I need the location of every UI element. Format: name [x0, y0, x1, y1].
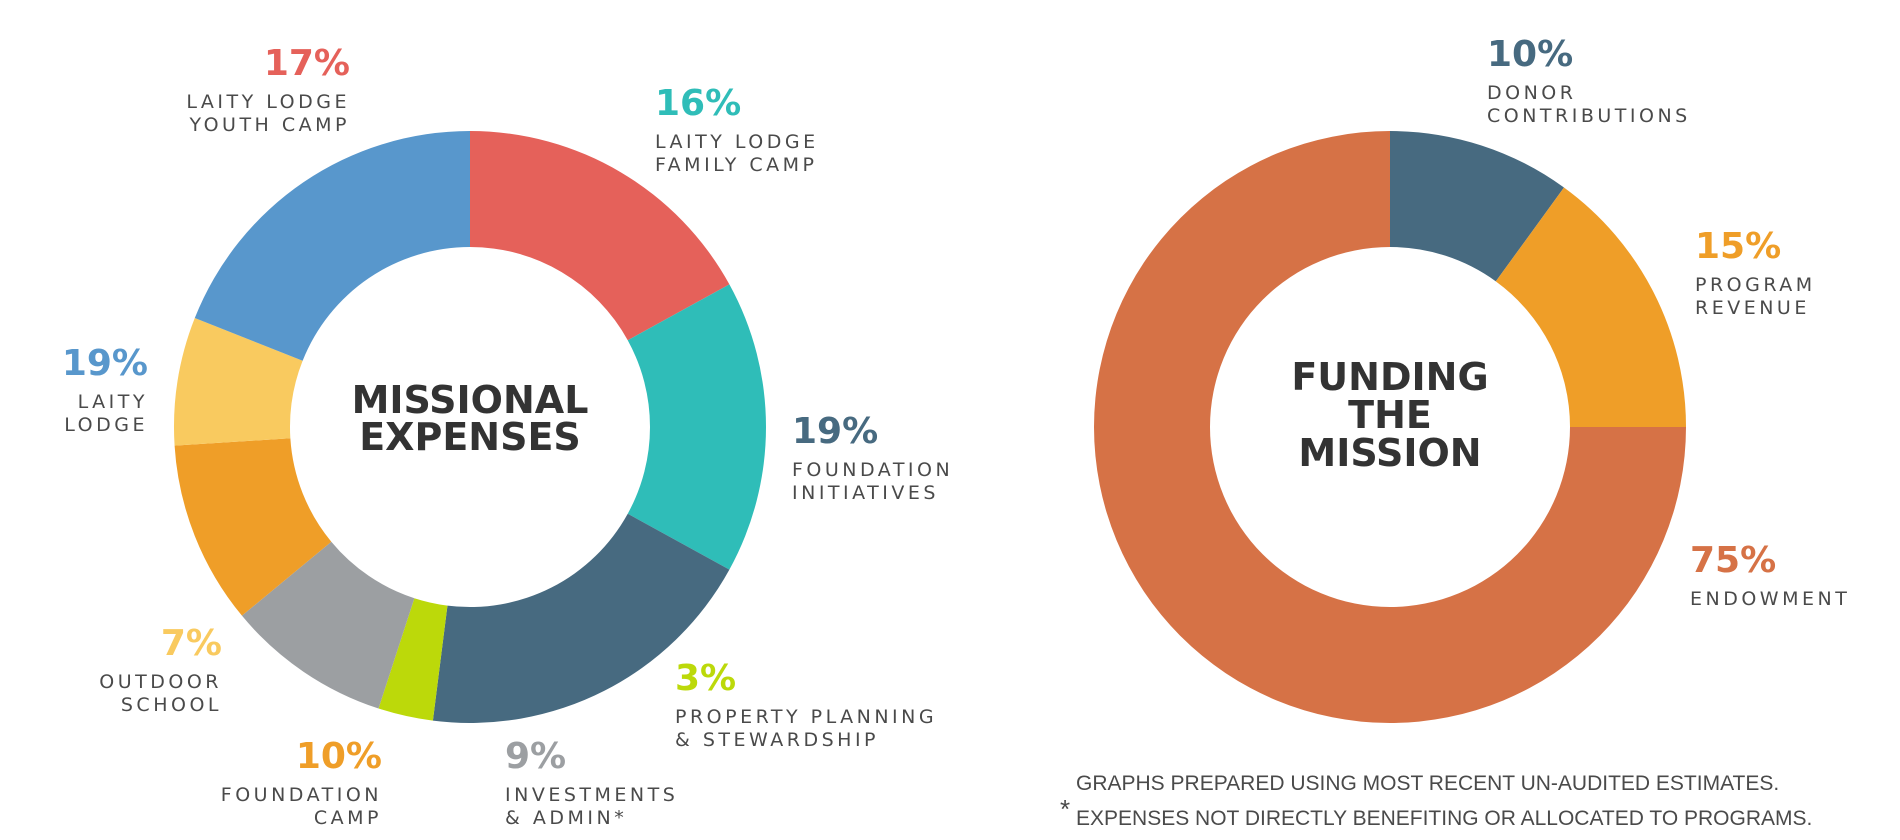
slice-foundation-initiatives	[432, 513, 730, 723]
slice-laity-lodge-family-camp	[627, 284, 766, 570]
slice-outdoor-school	[174, 318, 303, 446]
category-label-program-revenue: PROGRAM REVENUE	[1695, 274, 1816, 319]
footnotes: GRAPHS PREPARED USING MOST RECENT UN-AUD…	[1060, 772, 1812, 830]
missional-expenses-chart: 17% LAITY LODGE YOUTH CAMP 16% LAITY LODGE FA…	[62, 43, 953, 829]
pct-label-foundation-initiatives: 19%	[792, 411, 878, 452]
pct-label-donor-contributions: 10%	[1487, 34, 1573, 75]
slice-property-planning-stewardship	[378, 598, 448, 721]
slice-program-revenue	[1495, 187, 1686, 427]
pct-label-foundation-camp: 10%	[296, 736, 382, 777]
category-label-laity-lodge-youth-camp: LAITY LODGE YOUTH CAMP	[186, 91, 350, 136]
pct-label-laity-lodge: 19%	[62, 343, 148, 384]
category-label-laity-lodge: LAITY LODGE	[64, 391, 148, 436]
center-title: FUNDING THE MISSION	[1291, 355, 1488, 475]
pct-label-property-planning-stewardship: 3%	[675, 658, 736, 699]
funding-the-mission-chart: 10% DONOR CONTRIBUTIONS 15% PROGRAM REVENUE 75…	[1094, 34, 1850, 723]
footnote-line-1: GRAPHS PREPARED USING MOST RECENT UN-AUD…	[1076, 772, 1779, 795]
slice-foundation-camp	[174, 438, 332, 616]
category-label-foundation-camp: FOUNDATION CAMP	[221, 784, 382, 829]
category-label-foundation-initiatives: FOUNDATION INITIATIVES	[792, 459, 953, 504]
slice-endowment	[1094, 131, 1686, 723]
pct-label-investments-admin: 9%	[505, 736, 566, 777]
pct-label-endowment: 75%	[1690, 540, 1776, 581]
category-label-endowment: ENDOWMENT	[1690, 588, 1850, 610]
category-label-investments-admin: INVESTMENTS & ADMIN*	[505, 784, 678, 829]
category-label-property-planning-stewardship: PROPERTY PLANNING & STEWARDSHIP	[675, 706, 937, 751]
pct-label-laity-lodge-family-camp: 16%	[655, 83, 741, 124]
category-label-outdoor-school: OUTDOOR SCHOOL	[99, 671, 222, 716]
slice-laity-lodge	[194, 131, 470, 361]
pct-label-laity-lodge-youth-camp: 17%	[264, 43, 350, 84]
slice-donor-contributions	[1390, 131, 1564, 282]
slice-investments-admin	[241, 541, 415, 709]
category-label-laity-lodge-family-camp: LAITY LODGE FAMILY CAMP	[655, 131, 819, 176]
pct-label-outdoor-school: 7%	[161, 623, 222, 664]
slice-laity-lodge-youth-camp	[470, 131, 730, 341]
pct-label-program-revenue: 15%	[1695, 226, 1781, 267]
center-title: MISSIONAL EXPENSES	[352, 378, 589, 459]
category-label-donor-contributions: DONOR CONTRIBUTIONS	[1487, 82, 1691, 127]
footnote-star: *	[1060, 794, 1070, 824]
footnote-line-2: EXPENSES NOT DIRECTLY BENEFITING OR ALLO…	[1076, 807, 1812, 830]
